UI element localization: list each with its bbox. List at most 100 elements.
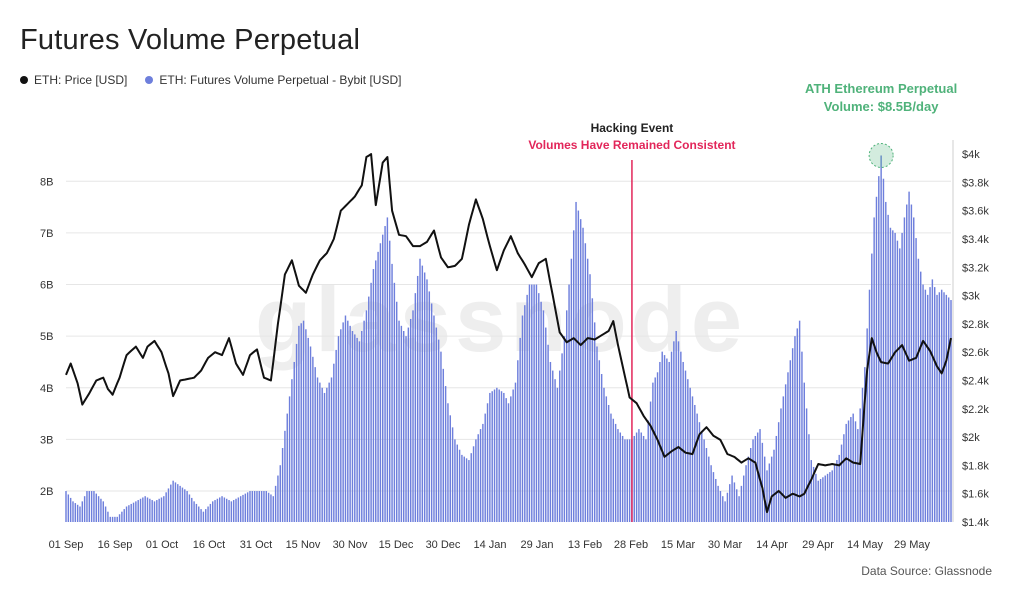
- volume-bar: [379, 243, 382, 523]
- volume-bar: [661, 351, 663, 522]
- volume-bar: [451, 427, 454, 522]
- volume-bar: [465, 458, 468, 522]
- volume-bar: [598, 360, 601, 522]
- legend-item-price[interactable]: ETH: Price [USD]: [20, 73, 127, 87]
- volume-bar: [291, 379, 293, 522]
- volume-bar: [791, 348, 794, 522]
- volume-bar: [293, 361, 295, 522]
- volume-bar: [218, 497, 221, 522]
- volume-bar: [528, 284, 531, 522]
- volume-bar: [489, 392, 491, 522]
- volume-bar: [733, 482, 736, 522]
- volume-bar: [819, 478, 822, 522]
- volume-bar: [563, 336, 566, 522]
- volume-bar: [491, 391, 493, 522]
- volume-bar: [475, 439, 477, 522]
- volume-bar: [463, 456, 465, 522]
- volume-bar: [861, 387, 864, 522]
- right-axis-ticks: $1.4k $1.6k $1.8k $2k $2.2k $2.4k $2.6k $2.8k $3…: [962, 149, 989, 529]
- volume-bar: [915, 238, 917, 522]
- volume-bar: [456, 444, 458, 522]
- volume-bar: [833, 465, 836, 522]
- volume-bar: [796, 328, 799, 522]
- volume-bar: [337, 336, 340, 522]
- volume-bar: [191, 497, 193, 522]
- volume-bar: [158, 498, 160, 522]
- volume-bar: [88, 491, 91, 522]
- volume-bar: [726, 492, 729, 522]
- volume-bar: [586, 258, 589, 522]
- x-axis-tick-label: 15 Nov: [286, 539, 321, 551]
- volume-bar: [335, 349, 337, 522]
- right-axis-tick-label: $1.8k: [962, 460, 989, 472]
- grid-lines: [66, 140, 954, 522]
- volume-bar: [314, 367, 316, 522]
- volume-bar: [780, 408, 782, 522]
- legend-price-marker: [20, 76, 28, 84]
- volume-bar: [738, 496, 740, 522]
- chart-title: Futures Volume Perpetual: [20, 24, 361, 56]
- volume-bar: [358, 341, 361, 522]
- volume-bar: [307, 337, 309, 522]
- volume-bar: [710, 465, 712, 522]
- right-axis-tick-label: $3.4k: [962, 234, 989, 246]
- volume-bar: [922, 284, 924, 522]
- volume-bar: [407, 327, 410, 522]
- volume-bar: [253, 491, 256, 522]
- volume-bar: [167, 488, 170, 522]
- volume-bar: [428, 291, 431, 522]
- x-axis-ticks: 01 Sep 16 Sep 01 Oct 16 Oct 31 Oct 15 Nov 30 N…: [49, 539, 931, 551]
- volume-bar: [477, 434, 479, 522]
- right-axis-tick-label: $2.2k: [962, 404, 989, 416]
- volume-bar: [920, 271, 922, 522]
- left-axis-tick-label: 6B: [40, 280, 53, 292]
- volume-bar: [696, 413, 698, 522]
- x-axis-tick-label: 15 Mar: [661, 539, 696, 551]
- volume-bar: [556, 387, 559, 522]
- volume-bar: [698, 422, 701, 522]
- volume-bar: [936, 294, 938, 522]
- volume-bar: [128, 505, 130, 522]
- volume-bar: [775, 435, 778, 522]
- volume-bar: [244, 493, 247, 522]
- volume-bar: [614, 423, 617, 522]
- volume-bar: [433, 315, 435, 522]
- volume-bar: [230, 501, 233, 522]
- volume-bar: [880, 155, 882, 522]
- volume-bar: [177, 484, 179, 522]
- x-axis-tick-label: 15 Dec: [379, 539, 414, 551]
- legend-item-volume[interactable]: ETH: Futures Volume Perpetual - Bybit [U…: [145, 73, 401, 87]
- ath-label-line1: ATH Ethereum Perpetual: [805, 81, 957, 96]
- volume-bar: [768, 463, 771, 522]
- volume-bar: [701, 430, 703, 522]
- volume-bar: [274, 485, 277, 522]
- right-axis-tick-label: $3.8k: [962, 177, 989, 189]
- volume-bar: [822, 477, 824, 522]
- volume-bar: [284, 430, 286, 522]
- volume-bar: [156, 500, 158, 522]
- volume-bar: [852, 413, 854, 522]
- volume-bar: [454, 439, 456, 522]
- volume-bar: [202, 511, 205, 522]
- volume-bar: [400, 325, 403, 522]
- volume-bar: [498, 389, 500, 522]
- volume-bar: [535, 284, 538, 522]
- volume-bar: [216, 498, 219, 522]
- volume-bar: [365, 310, 368, 522]
- volume-bar: [414, 293, 417, 522]
- volume-bar: [654, 377, 656, 522]
- annotations: Hacking Event Volumes Have Remained Consi…: [528, 81, 957, 168]
- volume-bar: [642, 435, 645, 522]
- volume-bar: [617, 429, 619, 522]
- volume-bar: [74, 503, 77, 522]
- right-axis-tick-label: $4k: [962, 149, 980, 161]
- left-axis-tick-label: 7B: [40, 228, 53, 240]
- volume-bar: [484, 413, 486, 522]
- volume-bar: [568, 284, 570, 522]
- volume-bar: [675, 331, 677, 522]
- volume-bar: [917, 258, 920, 522]
- volume-bar: [570, 258, 573, 522]
- x-axis-tick-label: 14 May: [847, 539, 884, 551]
- volume-bar: [605, 396, 608, 522]
- volume-bar: [673, 341, 675, 522]
